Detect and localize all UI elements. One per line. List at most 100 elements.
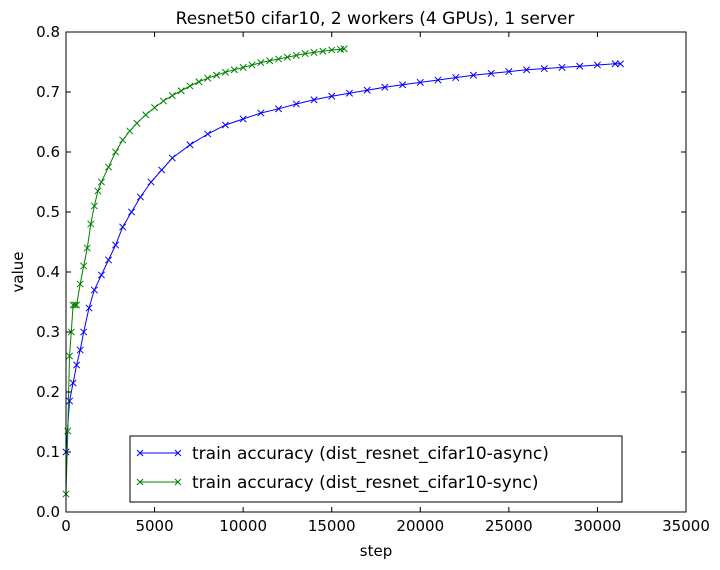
data-point-marker (151, 104, 159, 112)
data-point-marker (469, 71, 477, 79)
data-point-marker (168, 92, 176, 100)
data-point-marker (80, 262, 88, 270)
data-point-marker (71, 301, 79, 309)
data-point-marker (90, 286, 98, 294)
data-point-marker (76, 346, 84, 354)
data-point-marker (381, 83, 389, 91)
data-point-marker (126, 127, 134, 135)
data-point-marker (301, 50, 309, 58)
data-point-marker (328, 46, 336, 54)
y-tick-label: 0.1 (36, 443, 60, 461)
data-point-marker (328, 92, 336, 100)
data-point-marker (452, 74, 460, 82)
data-point-marker (257, 59, 265, 67)
data-point-marker (112, 148, 120, 156)
data-point-marker (213, 71, 221, 79)
data-point-marker (487, 69, 495, 77)
x-tick-label: 15000 (308, 517, 356, 535)
y-tick-label: 0.7 (36, 83, 60, 101)
data-point-marker (69, 301, 77, 309)
y-tick-label: 0.5 (36, 203, 60, 221)
data-point-marker (204, 130, 212, 138)
legend-box (129, 435, 623, 503)
y-tick-label: 0.6 (36, 143, 60, 161)
data-point-marker (119, 136, 127, 144)
data-point-marker (416, 78, 424, 86)
data-point-marker (104, 256, 113, 264)
y-tick-label: 0.0 (36, 503, 60, 521)
data-point-marker (186, 141, 194, 149)
data-point-marker (104, 163, 113, 171)
x-tick-label: 5000 (135, 517, 173, 535)
data-point-marker (523, 66, 531, 74)
data-point-marker (611, 60, 619, 68)
data-point-marker (142, 111, 150, 119)
data-point-marker (159, 97, 167, 105)
data-point-marker (136, 193, 144, 201)
data-point-marker (83, 244, 91, 252)
data-point-marker (127, 208, 136, 216)
x-tick-label: 25000 (485, 517, 533, 535)
data-point-marker (204, 74, 212, 82)
x-tick-label: 35000 (662, 517, 710, 535)
data-point-marker (399, 81, 407, 89)
legend: train accuracy (dist_resnet_cifar10-asyn… (129, 435, 623, 503)
data-point-marker (257, 109, 265, 117)
data-point-marker (112, 241, 120, 249)
series-1 (62, 45, 348, 498)
data-point-marker (97, 271, 105, 279)
data-point-marker (97, 178, 105, 186)
data-point-marker (133, 119, 141, 127)
data-point-marker (558, 63, 566, 71)
data-point-marker (195, 78, 203, 86)
y-tick-label: 0.2 (36, 383, 60, 401)
data-point-marker (65, 352, 74, 360)
data-point-marker (505, 68, 513, 76)
plot-area (66, 32, 686, 512)
x-axis-label: step (360, 542, 392, 560)
data-point-marker (147, 178, 155, 186)
y-tick-label: 0.8 (36, 23, 60, 41)
data-point-marker (65, 397, 74, 405)
data-point-marker (168, 154, 176, 162)
y-tick-label: 0.3 (36, 323, 60, 341)
data-point-marker (248, 61, 256, 69)
data-point-marker (67, 328, 75, 336)
legend-marker-sync (136, 478, 182, 486)
data-point-marker (80, 328, 88, 336)
data-point-marker (576, 62, 584, 70)
data-point-marker (275, 55, 283, 63)
data-point-marker (94, 187, 102, 195)
data-point-marker (221, 68, 229, 76)
data-point-marker (283, 53, 291, 61)
legend-marker-async (136, 449, 182, 457)
x-tick-label: 10000 (219, 517, 267, 535)
data-point-marker (119, 223, 127, 231)
data-point-marker (345, 89, 353, 97)
data-point-marker (239, 63, 247, 71)
data-point-marker (158, 166, 166, 174)
series-layer (62, 45, 625, 498)
legend-label-async: train accuracy (dist_resnet_cifar10-asyn… (192, 444, 549, 464)
data-point-marker (266, 57, 274, 65)
data-point-marker (275, 105, 283, 113)
data-point-marker (292, 100, 300, 108)
data-point-marker (310, 48, 318, 56)
y-axis-label: value (9, 252, 27, 293)
legend-label-sync: train accuracy (dist_resnet_cifar10-sync… (192, 473, 538, 493)
data-point-marker (230, 66, 238, 74)
y-tick-label: 0.4 (36, 263, 60, 281)
data-point-marker (69, 379, 77, 387)
x-tick-label: 30000 (574, 517, 622, 535)
data-point-marker (434, 76, 442, 84)
data-point-marker (593, 61, 601, 69)
data-point-marker (540, 65, 548, 73)
data-point-marker (292, 51, 300, 59)
data-point-marker (340, 45, 348, 53)
data-point-marker (177, 87, 185, 95)
data-point-marker (87, 220, 95, 228)
data-point-marker (310, 96, 318, 104)
x-tick-label: 20000 (396, 517, 444, 535)
data-point-marker (616, 60, 625, 68)
